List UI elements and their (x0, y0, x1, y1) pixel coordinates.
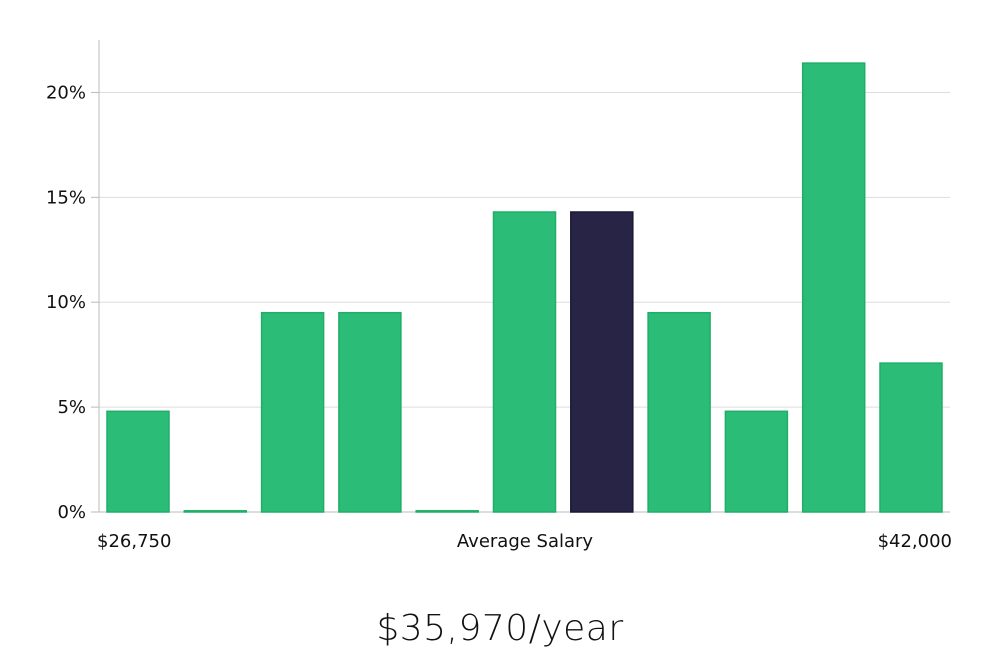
y-tick-label: 10% (46, 292, 86, 313)
x-max-label: $42,000 (878, 531, 952, 552)
bar (338, 311, 402, 513)
average-salary-value: $35,970/year (376, 608, 624, 649)
y-tick-label: 15% (46, 187, 86, 208)
y-tick-label: 0% (57, 502, 86, 523)
bar (106, 410, 170, 513)
x-min-label: $26,750 (97, 531, 171, 552)
salary-histogram: 0% 5% 10% 15% 20% $26,750 Average Salary $42… (46, 40, 952, 552)
bars (106, 62, 943, 513)
y-tick-label: 20% (46, 82, 86, 103)
y-tick-label: 5% (57, 397, 86, 418)
bar (415, 510, 479, 513)
bar (724, 410, 789, 513)
bar (801, 62, 866, 513)
tick-labels: 0% 5% 10% 15% 20% (46, 82, 86, 523)
bar (492, 211, 557, 513)
bar (647, 311, 711, 513)
bar (879, 362, 943, 513)
bar (183, 510, 248, 513)
bar-highlighted (570, 211, 634, 513)
bar (260, 311, 325, 513)
x-axis-title: Average Salary (457, 531, 594, 552)
